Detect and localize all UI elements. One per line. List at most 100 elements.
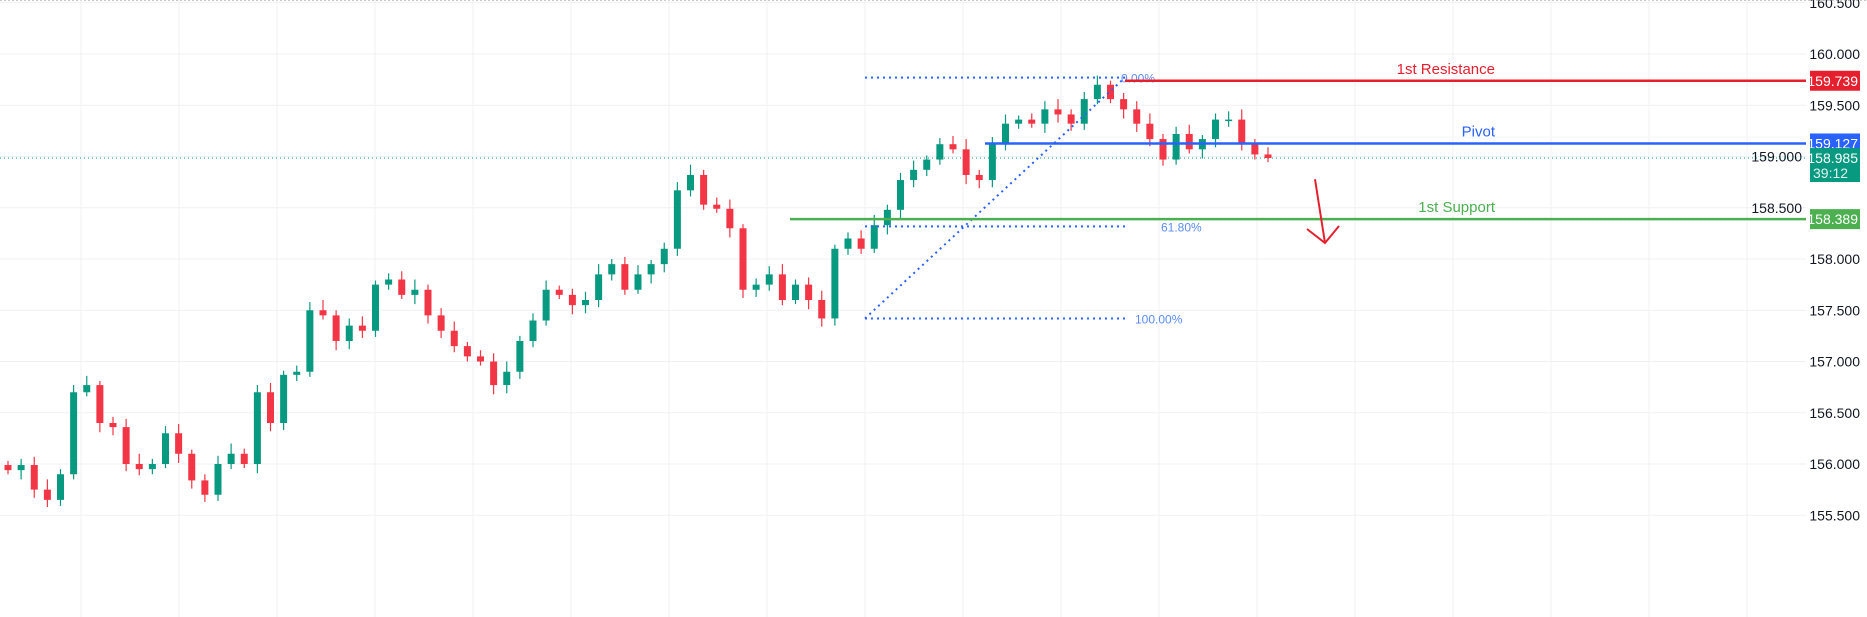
- candle-body: [122, 427, 130, 464]
- level-price-badge: [1810, 70, 1860, 91]
- y-tick-label: 156.500: [1809, 405, 1860, 421]
- level-name-label: Pivot: [1462, 123, 1496, 140]
- candle-body: [516, 341, 524, 372]
- candle-body: [897, 180, 904, 210]
- candle-body: [778, 274, 786, 300]
- candle-body: [214, 464, 222, 495]
- candle-body: [332, 315, 340, 341]
- y-tick-label: 156.000: [1809, 456, 1860, 472]
- fib-level-label: 0.00%: [1121, 72, 1155, 86]
- candle-body: [1054, 109, 1062, 115]
- candle-body: [477, 356, 484, 362]
- countdown-label: 39:12: [1813, 165, 1848, 181]
- candle-body: [870, 225, 878, 249]
- candle-body: [857, 238, 865, 249]
- candle-body: [30, 465, 38, 490]
- y-tick-label: 159.000: [1751, 149, 1802, 165]
- candle-body: [267, 392, 274, 423]
- y-tick-label: 158.000: [1809, 251, 1860, 267]
- candle-body: [962, 149, 970, 175]
- candle-body: [621, 264, 629, 290]
- candle-body: [1212, 119, 1219, 140]
- candle-body: [988, 144, 996, 181]
- candle-body: [358, 325, 366, 331]
- candle-body: [450, 330, 458, 347]
- candle-body: [1172, 133, 1180, 160]
- candle-body: [1146, 123, 1154, 140]
- fib-level-label: 100.00%: [1135, 312, 1183, 326]
- candle-body: [411, 289, 419, 295]
- level-price-label: 158.389: [1807, 211, 1858, 227]
- candle-body: [345, 325, 353, 341]
- candle-body: [568, 294, 576, 306]
- candle-body: [923, 159, 931, 170]
- candle-body: [57, 474, 64, 500]
- candle-body: [883, 209, 891, 226]
- candle-body: [293, 371, 301, 375]
- candle-body: [1107, 84, 1114, 100]
- candle-body: [490, 361, 498, 386]
- level-name-label: 1st Support: [1418, 199, 1496, 216]
- candle-body: [96, 385, 104, 423]
- candle-body: [1185, 133, 1193, 150]
- candle-body: [1264, 154, 1272, 159]
- y-tick-label: 155.500: [1809, 507, 1860, 523]
- candle-body: [385, 279, 393, 285]
- level-price-badge: [1810, 209, 1860, 230]
- candle-body: [1159, 139, 1167, 160]
- candle-body: [109, 423, 117, 428]
- candle-body: [555, 289, 563, 295]
- candle-body: [726, 208, 734, 229]
- candle-body: [1225, 119, 1233, 122]
- current-price-badge: [1810, 148, 1860, 183]
- candle-body: [595, 274, 603, 300]
- candle-body: [148, 464, 156, 470]
- y-tick-label: 157.500: [1809, 302, 1860, 318]
- y-tick-label: 160.500: [1809, 0, 1860, 11]
- candle-body: [253, 392, 261, 464]
- candle-body: [175, 433, 183, 454]
- candle-body: [372, 284, 379, 331]
- candle-body: [1120, 99, 1128, 110]
- candle-body: [687, 174, 694, 191]
- candle-body: [437, 315, 445, 331]
- level-price-label: 159.739: [1807, 73, 1858, 89]
- candle-body: [398, 279, 406, 295]
- candle-body: [700, 174, 708, 205]
- candle-body: [713, 204, 721, 209]
- level-name-label: 1st Resistance: [1397, 61, 1495, 78]
- candle-body: [765, 274, 773, 285]
- fib-level-label: 61.80%: [1161, 220, 1202, 234]
- candle-body: [673, 190, 681, 249]
- candle-body: [463, 346, 471, 357]
- candle-body: [647, 264, 655, 275]
- candle-body: [201, 480, 209, 495]
- candle-body: [1002, 123, 1009, 145]
- fib-trend-line: [864, 76, 1126, 320]
- candle-body: [135, 464, 143, 470]
- candle-body: [739, 228, 747, 290]
- candle-body: [319, 310, 327, 316]
- candle-body: [910, 169, 918, 181]
- candle-body: [306, 310, 314, 372]
- candle-body: [831, 248, 839, 319]
- y-tick-label: 158.500: [1751, 200, 1802, 216]
- candle-body: [43, 489, 51, 500]
- candle-body: [936, 144, 944, 160]
- candle-body: [227, 453, 235, 464]
- candle-body: [1041, 109, 1049, 124]
- candle-body: [424, 289, 432, 316]
- candle-body: [162, 433, 169, 464]
- candle-body: [608, 264, 616, 275]
- candle-body: [1238, 119, 1246, 145]
- current-price-label: 158.985: [1807, 150, 1858, 166]
- y-tick-label: 159.500: [1809, 97, 1860, 113]
- y-tick-label: 160.000: [1809, 46, 1860, 62]
- candle-body: [542, 289, 550, 321]
- down-arrow-icon: [1314, 179, 1326, 244]
- candle-body: [634, 274, 642, 290]
- candle-body: [1080, 99, 1088, 124]
- candle-body: [503, 371, 511, 386]
